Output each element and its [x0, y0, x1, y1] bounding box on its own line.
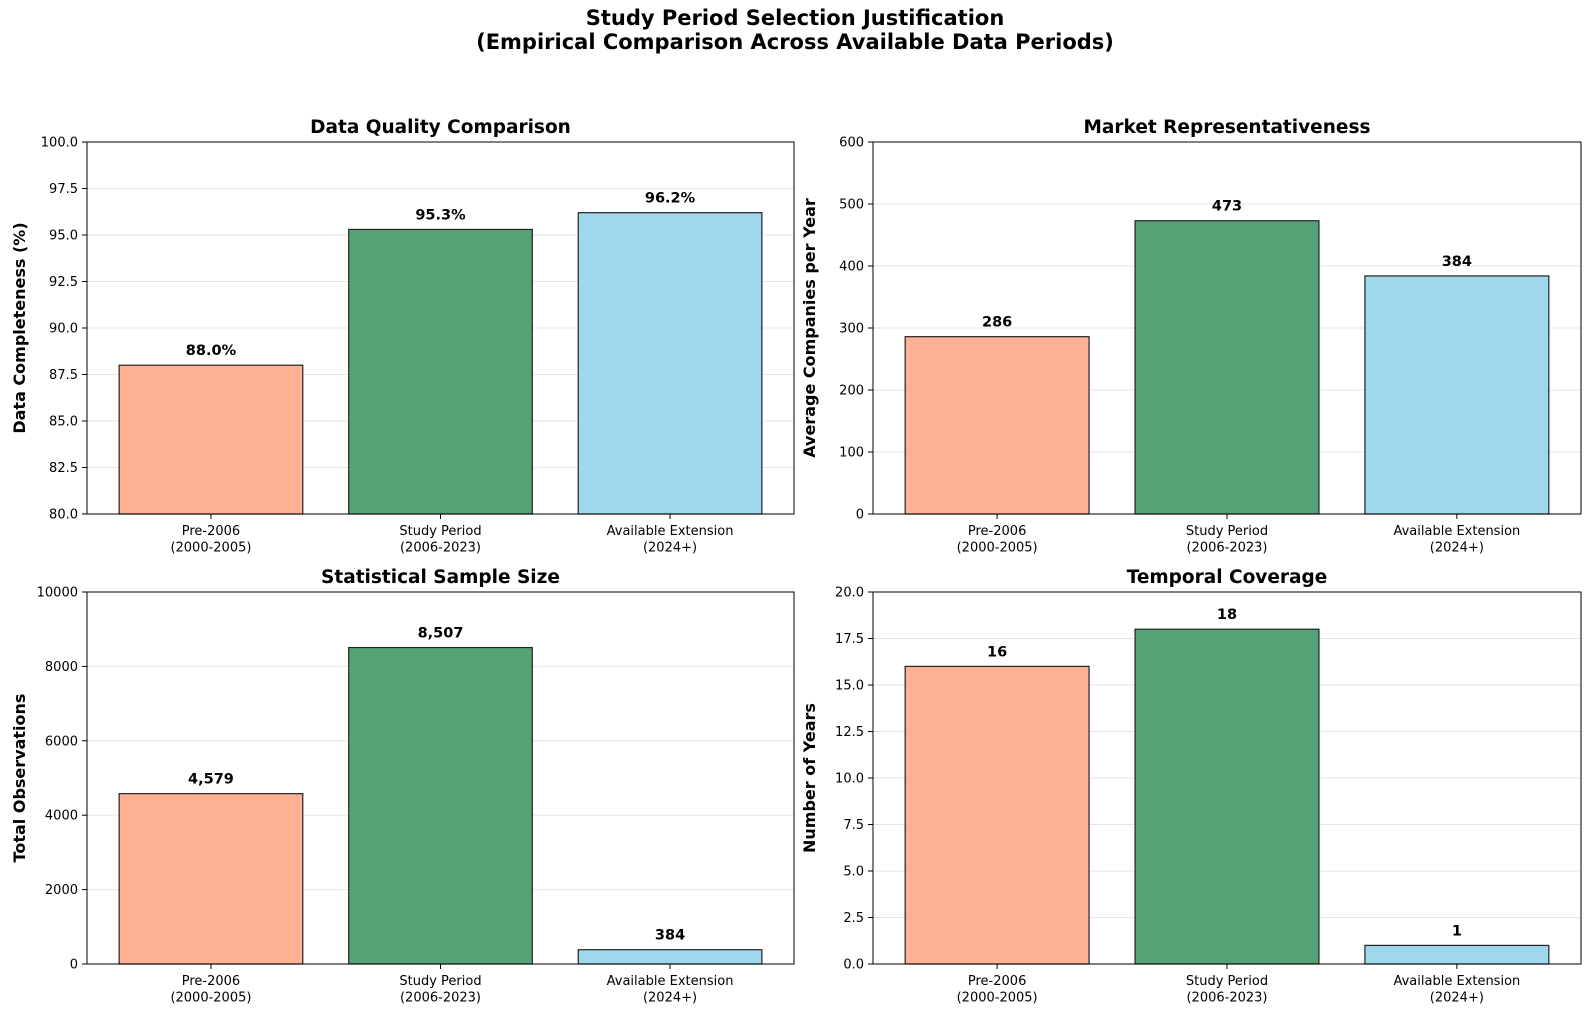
- y-tick-label: 85.0: [49, 415, 78, 430]
- bar: [577, 212, 763, 515]
- figure-title-line-1: Study Period Selection Justification: [585, 6, 1005, 30]
- x-tick-label: Available Extension: [607, 974, 734, 989]
- y-axis-label: Number of Years: [800, 703, 819, 853]
- bar: [348, 228, 533, 515]
- data-label: 4,579: [188, 772, 234, 788]
- y-tick-label: 82.5: [49, 461, 78, 476]
- y-tick-label: 200: [839, 384, 864, 399]
- x-tick-label: (2024+): [643, 991, 697, 1006]
- data-label: 384: [1442, 254, 1472, 270]
- x-tick-label: Pre-2006: [182, 974, 240, 989]
- panel-title: Market Representativeness: [1084, 117, 1371, 138]
- y-tick-label: 10000: [37, 586, 78, 601]
- x-tick-label: Study Period: [1186, 974, 1268, 989]
- bar: [118, 364, 304, 515]
- x-tick-label: (2000-2005): [170, 991, 251, 1006]
- y-tick-label: 2000: [45, 883, 78, 898]
- bar: [1134, 628, 1320, 965]
- y-tick-label: 400: [839, 260, 864, 275]
- y-tick-label: 100.0: [41, 136, 78, 151]
- data-label: 8,507: [418, 626, 464, 642]
- y-tick-label: 0: [70, 958, 78, 973]
- y-tick-label: 12.5: [835, 725, 864, 740]
- x-tick-label: Study Period: [399, 524, 481, 539]
- bar: [1364, 275, 1550, 515]
- y-tick-label: 500: [839, 198, 864, 213]
- y-tick-label: 6000: [45, 734, 78, 749]
- x-tick-label: Available Extension: [1393, 974, 1520, 989]
- y-tick-label: 2.5: [843, 911, 864, 926]
- bar: [348, 646, 533, 965]
- x-tick-label: Available Extension: [1393, 524, 1520, 539]
- data-label: 384: [655, 928, 685, 944]
- bar: [904, 336, 1090, 515]
- x-tick-label: Pre-2006: [968, 974, 1026, 989]
- y-tick-label: 7.5: [843, 818, 864, 833]
- x-tick-label: (2006-2023): [1186, 991, 1267, 1006]
- data-label: 18: [1217, 607, 1237, 623]
- y-tick-label: 5.0: [843, 865, 864, 880]
- y-tick-label: 90.0: [49, 322, 78, 337]
- y-tick-label: 10.0: [835, 772, 864, 787]
- panel-title: Statistical Sample Size: [321, 567, 560, 588]
- y-tick-label: 4000: [45, 809, 78, 824]
- figure-title-line-2: (Empirical Comparison Across Available D…: [476, 30, 1114, 54]
- y-tick-label: 80.0: [49, 508, 78, 523]
- bar: [1134, 220, 1320, 515]
- y-tick-label: 8000: [45, 660, 78, 675]
- panel-title: Temporal Coverage: [1127, 567, 1328, 588]
- data-label: 286: [982, 315, 1012, 331]
- x-tick-label: (2006-2023): [400, 541, 481, 556]
- y-axis-label: Data Completeness (%): [10, 222, 29, 433]
- y-tick-label: 100: [839, 446, 864, 461]
- y-tick-label: 300: [839, 322, 864, 337]
- x-tick-label: (2006-2023): [400, 991, 481, 1006]
- panel-title: Data Quality Comparison: [310, 117, 571, 138]
- y-tick-label: 95.0: [49, 229, 78, 244]
- y-axis-label: Average Companies per Year: [800, 198, 819, 458]
- x-tick-label: (2024+): [1430, 541, 1484, 556]
- bar: [577, 949, 763, 965]
- y-axis-label: Total Observations: [10, 694, 29, 863]
- data-label: 96.2%: [645, 191, 696, 207]
- y-tick-label: 0.0: [843, 958, 864, 973]
- x-tick-label: (2024+): [643, 541, 697, 556]
- data-label: 16: [987, 644, 1007, 660]
- x-tick-label: (2000-2005): [957, 991, 1038, 1006]
- y-tick-label: 92.5: [49, 275, 78, 290]
- bar: [118, 793, 304, 965]
- data-label: 88.0%: [186, 343, 237, 359]
- bar: [904, 665, 1090, 965]
- y-tick-label: 97.5: [49, 182, 78, 197]
- x-tick-label: Pre-2006: [968, 524, 1026, 539]
- x-tick-label: (2000-2005): [170, 541, 251, 556]
- x-tick-label: (2000-2005): [957, 541, 1038, 556]
- y-tick-label: 17.5: [835, 632, 864, 647]
- data-label: 473: [1212, 199, 1242, 215]
- y-tick-label: 15.0: [835, 679, 864, 694]
- bar: [1364, 944, 1550, 965]
- y-tick-label: 20.0: [835, 586, 864, 601]
- x-tick-label: Study Period: [399, 974, 481, 989]
- figure-title: Study Period Selection Justification (Em…: [0, 6, 1590, 54]
- x-tick-label: (2006-2023): [1186, 541, 1267, 556]
- x-tick-label: Study Period: [1186, 524, 1268, 539]
- x-tick-label: (2024+): [1430, 991, 1484, 1006]
- data-label: 1: [1452, 923, 1462, 939]
- y-tick-label: 87.5: [49, 368, 78, 383]
- x-tick-label: Pre-2006: [182, 524, 240, 539]
- x-tick-label: Available Extension: [607, 524, 734, 539]
- data-label: 95.3%: [415, 207, 466, 223]
- y-tick-label: 600: [839, 136, 864, 151]
- y-tick-label: 0: [856, 508, 864, 523]
